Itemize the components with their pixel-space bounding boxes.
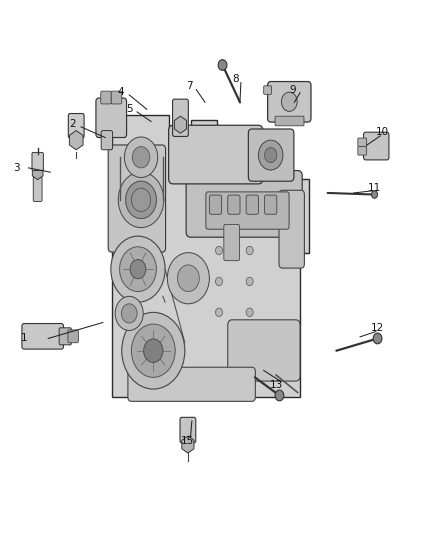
Polygon shape: [112, 115, 309, 397]
Circle shape: [126, 181, 156, 219]
Text: 12: 12: [371, 323, 384, 333]
FancyBboxPatch shape: [228, 320, 300, 381]
Circle shape: [122, 312, 185, 389]
Circle shape: [218, 60, 227, 70]
FancyBboxPatch shape: [209, 195, 222, 214]
Text: 5: 5: [126, 104, 133, 114]
FancyBboxPatch shape: [22, 324, 64, 349]
Circle shape: [144, 339, 163, 362]
FancyBboxPatch shape: [246, 195, 258, 214]
Text: 2: 2: [69, 119, 76, 128]
FancyBboxPatch shape: [268, 82, 311, 122]
FancyBboxPatch shape: [101, 131, 113, 150]
Circle shape: [124, 137, 158, 177]
Circle shape: [132, 147, 150, 168]
FancyBboxPatch shape: [68, 114, 84, 138]
FancyBboxPatch shape: [224, 224, 240, 261]
FancyBboxPatch shape: [364, 132, 389, 160]
FancyArrowPatch shape: [276, 375, 298, 393]
FancyBboxPatch shape: [264, 86, 272, 94]
FancyBboxPatch shape: [279, 190, 304, 268]
Circle shape: [215, 308, 223, 317]
FancyBboxPatch shape: [108, 145, 166, 252]
Circle shape: [215, 246, 223, 255]
Circle shape: [258, 140, 283, 170]
FancyBboxPatch shape: [32, 152, 43, 171]
Circle shape: [246, 277, 253, 286]
Circle shape: [371, 191, 378, 198]
FancyBboxPatch shape: [248, 129, 294, 181]
FancyBboxPatch shape: [228, 195, 240, 214]
Text: 11: 11: [368, 183, 381, 192]
Circle shape: [118, 172, 164, 228]
FancyBboxPatch shape: [265, 195, 277, 214]
Circle shape: [246, 246, 253, 255]
FancyBboxPatch shape: [96, 98, 127, 138]
Circle shape: [111, 236, 165, 302]
FancyBboxPatch shape: [358, 138, 367, 147]
Circle shape: [177, 265, 199, 292]
Circle shape: [275, 390, 284, 401]
FancyBboxPatch shape: [180, 417, 196, 443]
Text: 8: 8: [232, 74, 239, 84]
FancyBboxPatch shape: [173, 99, 188, 136]
Circle shape: [130, 260, 146, 279]
Circle shape: [120, 247, 156, 292]
FancyBboxPatch shape: [68, 330, 78, 343]
Circle shape: [281, 92, 297, 111]
FancyBboxPatch shape: [275, 116, 304, 126]
FancyBboxPatch shape: [206, 192, 289, 229]
FancyBboxPatch shape: [111, 91, 122, 104]
FancyBboxPatch shape: [169, 125, 263, 184]
Text: 15: 15: [181, 437, 194, 446]
FancyBboxPatch shape: [358, 147, 367, 155]
Text: 3: 3: [13, 163, 20, 173]
FancyBboxPatch shape: [128, 367, 255, 401]
Circle shape: [121, 304, 137, 323]
FancyBboxPatch shape: [101, 91, 111, 104]
Circle shape: [131, 188, 151, 212]
FancyBboxPatch shape: [33, 177, 42, 201]
Text: 9: 9: [289, 85, 296, 94]
Circle shape: [115, 296, 143, 330]
Circle shape: [215, 277, 223, 286]
Circle shape: [265, 148, 277, 163]
Text: 10: 10: [375, 127, 389, 137]
Circle shape: [167, 253, 209, 304]
Circle shape: [373, 333, 382, 344]
Circle shape: [126, 181, 156, 219]
Circle shape: [246, 308, 253, 317]
FancyBboxPatch shape: [186, 171, 302, 237]
FancyBboxPatch shape: [59, 328, 71, 345]
Text: 7: 7: [186, 82, 193, 91]
Circle shape: [131, 324, 175, 377]
Text: 4: 4: [117, 87, 124, 96]
Text: 13: 13: [270, 380, 283, 390]
Text: 1: 1: [21, 334, 28, 343]
